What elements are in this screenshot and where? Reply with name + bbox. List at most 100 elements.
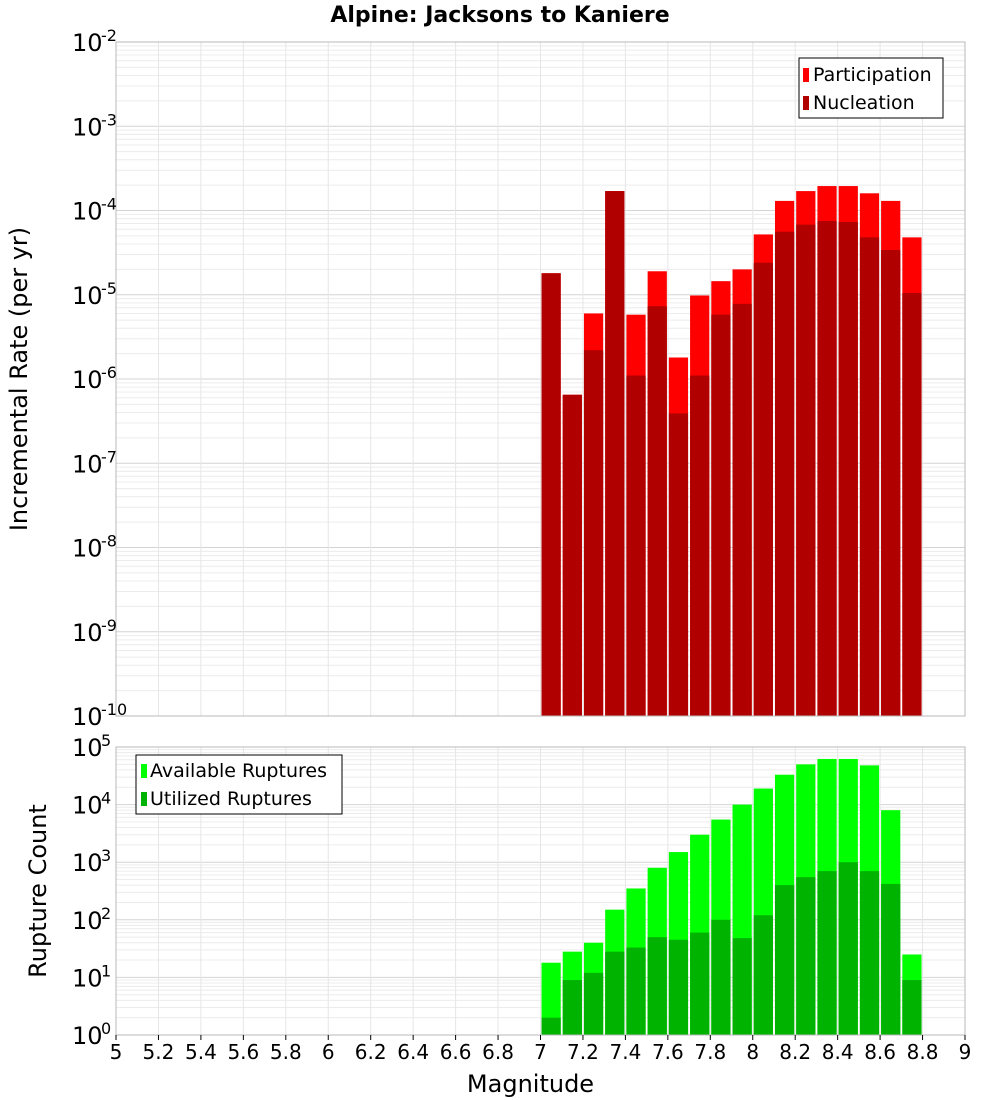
bar-available-ruptures-7.0 [541,962,561,1035]
bar-nucleation-7.6 [668,413,689,716]
x-tick-label: 5.8 [270,1040,302,1064]
x-tick-label: 6.8 [482,1040,514,1064]
x-tick-label: 6.6 [440,1040,472,1064]
x-tick-label: 7.4 [609,1040,641,1064]
x-tick-label: 8.2 [779,1040,811,1064]
bar-nucleation-8.3 [817,221,837,716]
bar-utilized-ruptures-7.1 [562,980,582,1035]
x-tick-label: 8.8 [907,1040,939,1064]
bar-utilized-ruptures-7.5 [647,937,667,1035]
y-tick-exponent: -7 [101,447,117,466]
bar-nucleation-7.3 [605,191,625,717]
y-tick-exponent: -8 [101,532,117,551]
x-tick-label: 6 [322,1040,335,1064]
x-tick-label: 9 [959,1040,972,1064]
bar-nucleation-8.2 [796,224,816,716]
y-tick-label: 10 [72,964,103,992]
bar-nucleation-7.2 [583,350,604,716]
y-tick-exponent: 2 [101,904,111,923]
x-tick-label: 7.6 [652,1040,684,1064]
y-tick-exponent: -6 [101,363,117,382]
bar-utilized-ruptures-7.4 [626,947,646,1035]
bar-nucleation-8.5 [859,237,880,717]
x-tick-label: 5 [110,1040,123,1064]
y-axis-label: Rupture Count [24,804,52,978]
legend-box [135,754,343,815]
y-tick-exponent: 3 [101,846,111,865]
y-tick-label: 10 [72,1022,103,1050]
bar-nucleation-7.7 [690,375,710,716]
bar-utilized-ruptures-8.7 [902,980,922,1035]
legend-label: Nucleation [813,92,915,114]
plot-frame [115,41,966,717]
bar-nucleation-8.4 [838,222,858,716]
x-tick-label: 5.6 [227,1040,259,1064]
bar-utilized-ruptures-7.8 [711,919,731,1035]
y-tick-label: 10 [72,734,103,762]
y-tick-exponent: 4 [101,789,111,808]
chart-title: Alpine: Jacksons to Kaniere [330,3,670,28]
legend-label: Available Ruptures [150,760,327,782]
y-tick-exponent: -2 [101,26,117,45]
bar-utilized-ruptures-7.2 [583,972,604,1035]
legend-label: Utilized Ruptures [150,788,312,810]
legend-swatch [141,764,147,778]
y-tick-label: 10 [72,849,103,877]
y-tick-label: 10 [72,113,103,141]
bar-nucleation-7.8 [711,314,731,716]
y-tick-exponent: 0 [101,1019,111,1038]
bar-utilized-ruptures-8.6 [881,883,901,1035]
x-tick-label: 5.4 [185,1040,217,1064]
bar-nucleation-7.0 [541,273,561,716]
legend: Available Ruptures Utilized Ruptures [135,754,343,815]
bar-utilized-ruptures-8.1 [774,885,795,1035]
x-tick-label: 6.2 [355,1040,387,1064]
bar-utilized-ruptures-7.3 [605,951,625,1035]
y-tick-label: 10 [72,619,103,647]
y-tick-exponent: -5 [101,279,117,298]
x-tick-label: 7 [534,1040,547,1064]
bar-nucleation-8.6 [881,249,901,716]
bar-utilized-ruptures-8.0 [753,915,773,1035]
y-axis-label: Incremental Rate (per yr) [5,227,33,531]
x-axis-label: Magnitude [467,1070,594,1098]
y-tick-exponent: -3 [101,110,117,129]
bar-nucleation-7.5 [647,306,667,716]
y-tick-label: 10 [72,907,103,935]
bar-nucleation-7.9 [732,303,752,716]
x-tick-label: 7.8 [694,1040,726,1064]
bar-nucleation-8.7 [902,292,922,716]
x-tick-label: 8.6 [864,1040,896,1064]
y-tick-label: 10 [72,450,103,478]
x-tick-label: 8.4 [822,1040,854,1064]
y-tick-label: 10 [72,792,103,820]
y-tick-label: 10 [72,29,103,57]
bar-nucleation-8.0 [753,262,773,716]
legend-swatch [803,68,809,82]
y-tick-label: 10 [72,535,103,563]
bar-utilized-ruptures-7.6 [668,939,689,1035]
y-tick-exponent: -10 [101,700,127,719]
y-tick-exponent: 5 [101,731,111,750]
y-tick-label: 10 [72,703,103,731]
bar-utilized-ruptures-8.4 [838,862,858,1035]
x-tick-label: 7.2 [567,1040,599,1064]
bar-utilized-ruptures-8.5 [859,871,880,1035]
chart-panel-1: 10-1010-910-810-710-610-510-410-310-2Inc… [5,26,966,731]
bar-utilized-ruptures-7.0 [541,1017,561,1035]
y-tick-exponent: 1 [101,961,111,980]
y-tick-label: 10 [72,282,103,310]
x-tick-label: 6.4 [397,1040,429,1064]
bar-nucleation-7.4 [626,375,646,716]
bar-nucleation-8.1 [774,231,795,717]
legend-label: Participation [813,64,932,86]
bar-utilized-ruptures-8.2 [796,877,816,1035]
y-tick-exponent: -4 [101,195,117,214]
bar-utilized-ruptures-8.3 [817,871,837,1035]
x-tick-label: 5.2 [143,1040,175,1064]
bar-nucleation-7.1 [562,394,582,716]
bar-utilized-ruptures-7.7 [690,932,710,1035]
y-tick-label: 10 [72,198,103,226]
